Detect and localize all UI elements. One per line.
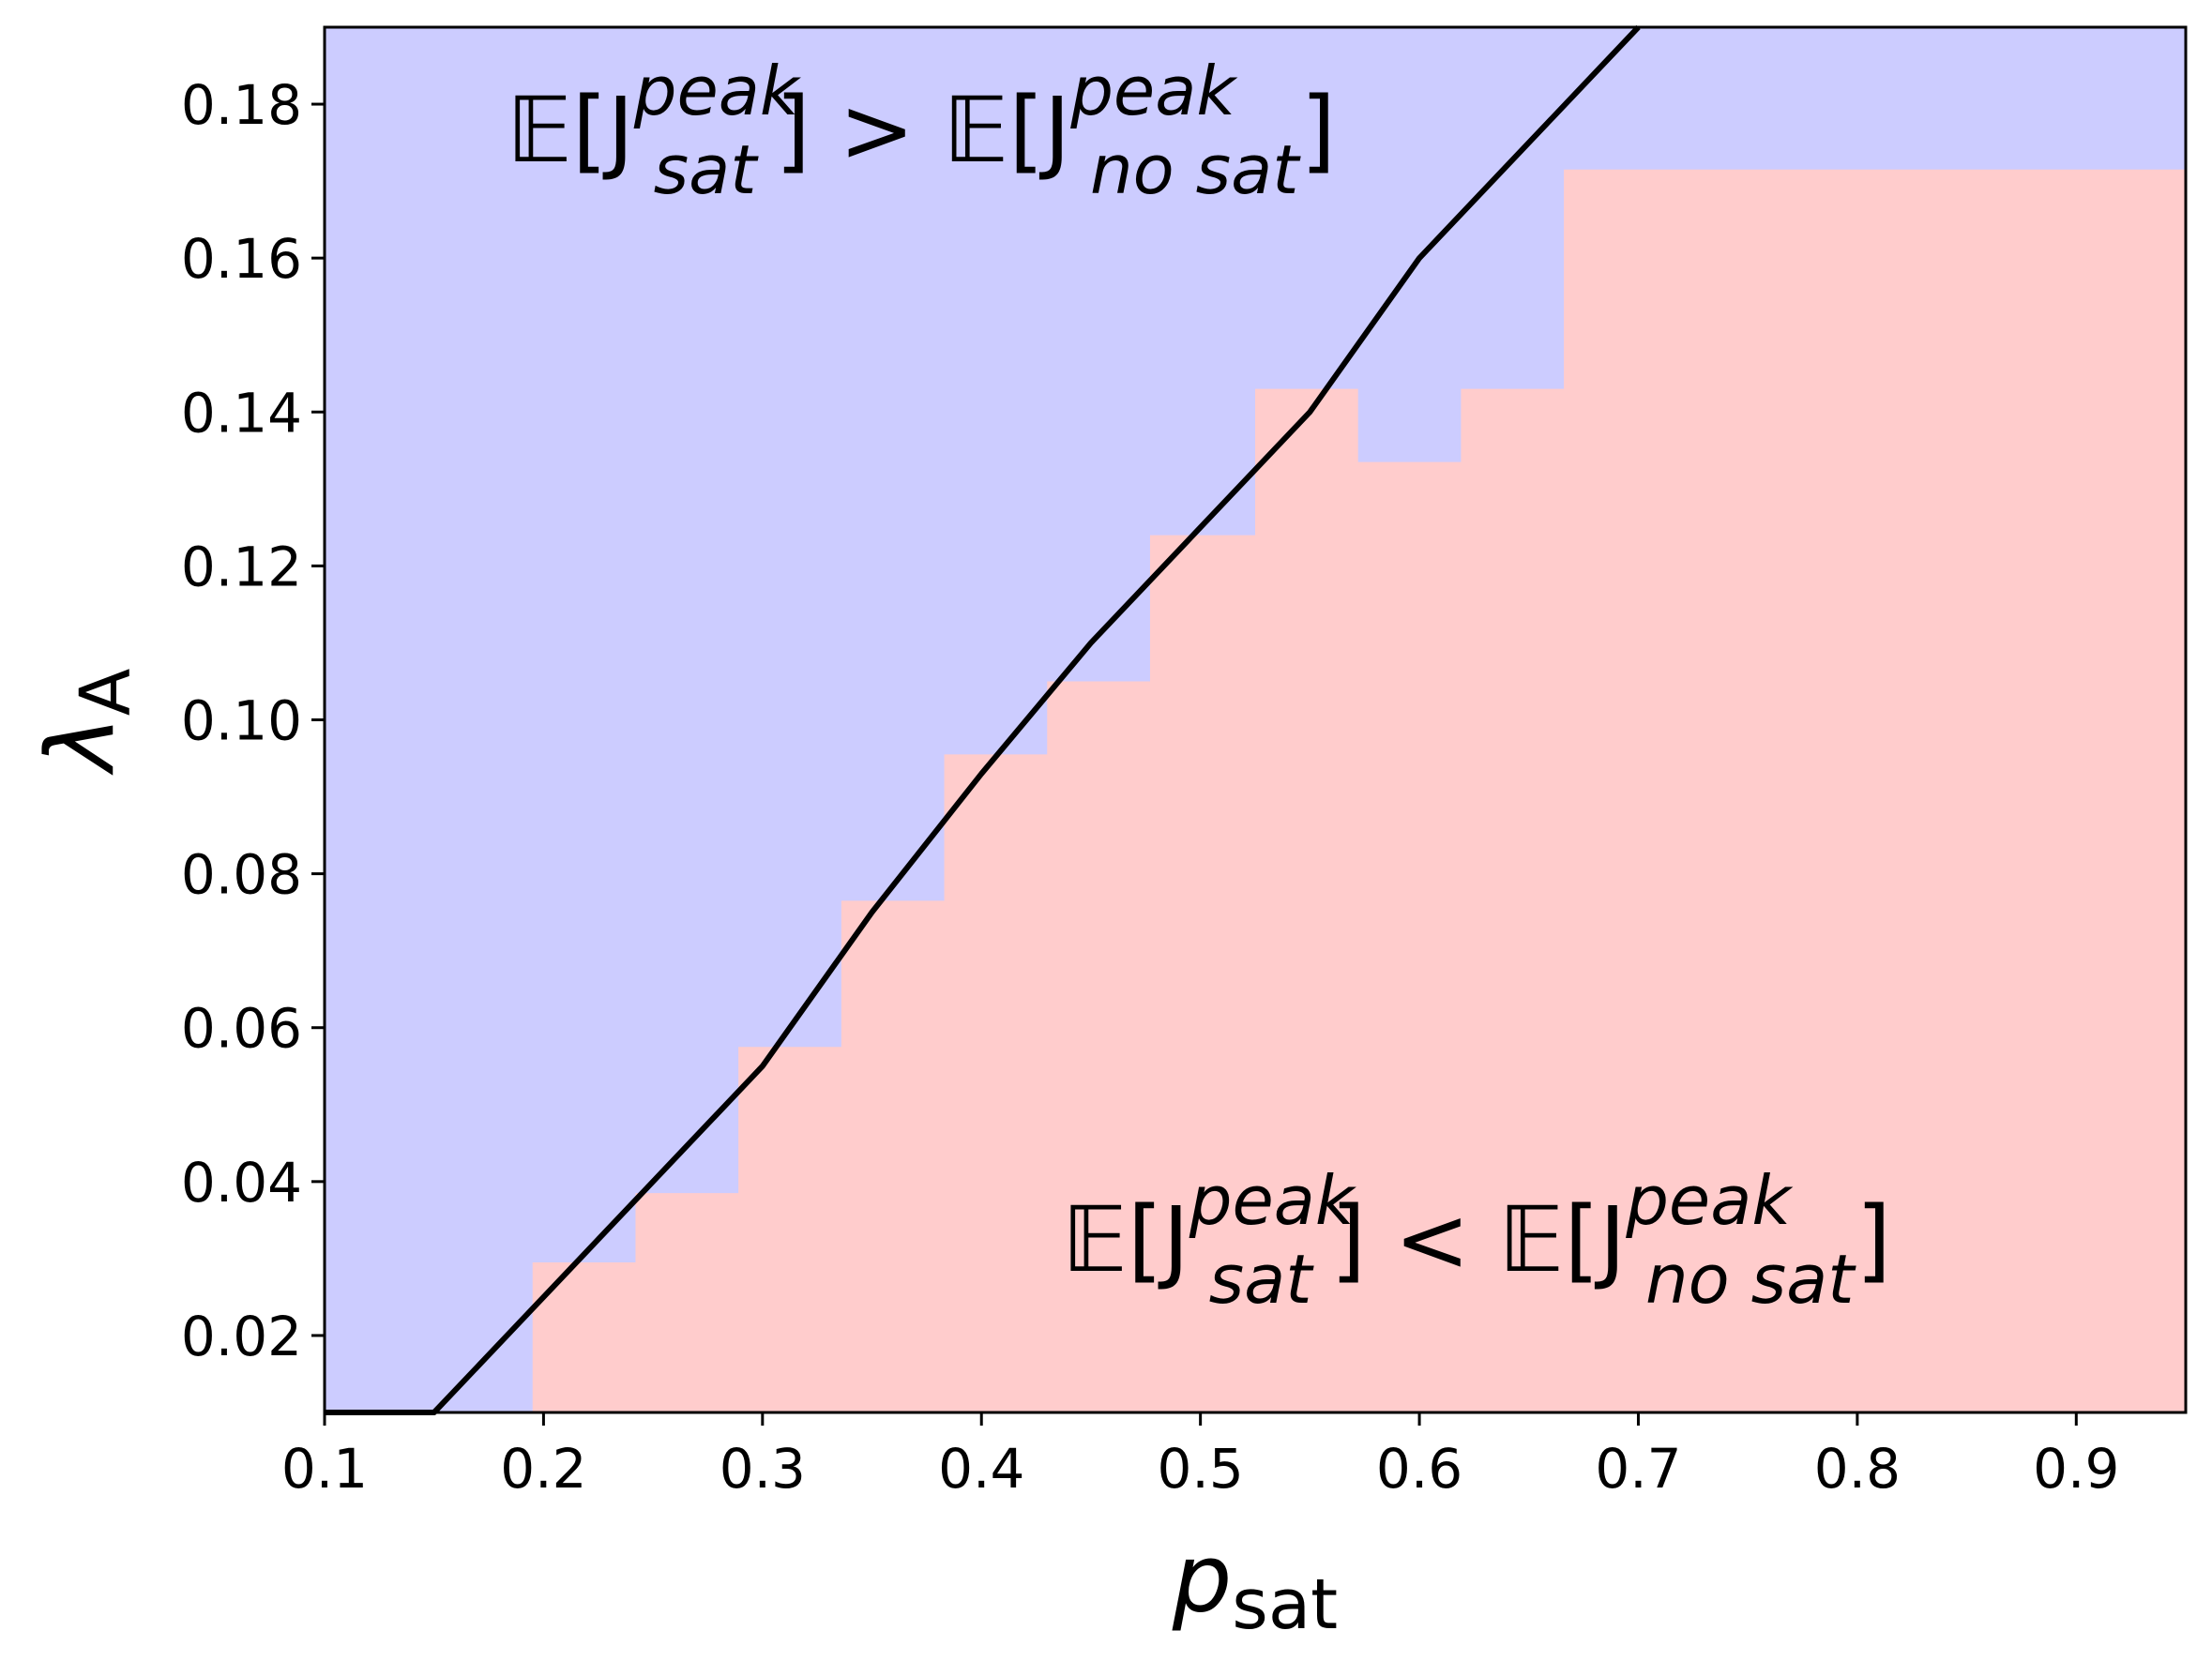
x-tick-label: 0.3 [720, 1437, 806, 1501]
anno-top-op: ] > 𝔼[J [776, 78, 1071, 183]
anno-bottom-sub: sat [1209, 1240, 1315, 1319]
boundary-line [325, 24, 1641, 1415]
x-tick-label: 0.4 [938, 1437, 1024, 1501]
y-tick-label: 0.18 [181, 73, 302, 137]
y-tick-label: 0.06 [181, 997, 302, 1061]
x-tick-label: 0.8 [1814, 1437, 1901, 1501]
annotation-sat-less: 𝔼[Jpeak sat] < 𝔼[Jpeak no sat] [1062, 1161, 1891, 1319]
x-tick-label: 0.2 [500, 1437, 586, 1501]
y-tick-label: 0.04 [181, 1151, 302, 1215]
anno-bottom-sup2: peak [1625, 1161, 1794, 1240]
y-tick-label: 0.16 [181, 227, 302, 291]
anno-bottom-lhs: 𝔼[J [1062, 1187, 1189, 1292]
anno-bottom-close: ] [1856, 1187, 1890, 1292]
anno-top-sup: peak [633, 52, 802, 130]
boundary-line-group [325, 24, 1641, 1415]
y-tick-label: 0.14 [181, 381, 302, 445]
region-sat-less [532, 27, 2186, 1412]
y-tick-label: 0.08 [181, 843, 302, 907]
y-axis-title: λA [25, 668, 146, 776]
x-tick-label: 0.9 [2033, 1437, 2119, 1501]
x-tick-label: 0.5 [1158, 1437, 1244, 1501]
anno-bottom-sup: peak [1189, 1161, 1357, 1240]
anno-top-close: ] [1300, 78, 1335, 183]
x-tick-label: 0.1 [281, 1437, 368, 1501]
y-axis-ticks: 0.02 0.04 0.06 0.08 0.10 0.12 0.14 0.16 0.18 [181, 73, 325, 1368]
y-axis-title-sub: A [66, 668, 146, 716]
y-tick-label: 0.10 [181, 689, 302, 753]
anno-top-sub: sat [654, 130, 760, 209]
heatmap-regions [325, 27, 2186, 1412]
y-axis-title-main: λ [25, 716, 135, 776]
x-tick-label: 0.6 [1376, 1437, 1462, 1501]
x-axis-title-sub: sat [1232, 1564, 1338, 1645]
anno-bottom-op: ] < 𝔼[J [1331, 1187, 1627, 1292]
anno-top-sup2: peak [1069, 52, 1238, 130]
anno-bottom-sub2: no sat [1645, 1240, 1856, 1319]
x-axis-title-main: p [1172, 1524, 1232, 1634]
x-tick-label: 0.7 [1595, 1437, 1681, 1501]
anno-top-lhs: 𝔼[J [507, 78, 634, 183]
x-axis-title: psat [1172, 1524, 1338, 1645]
anno-top-sub2: no sat [1090, 130, 1301, 209]
annotation-sat-greater: 𝔼[Jpeak sat] > 𝔼[Jpeak no sat] [507, 52, 1336, 209]
x-axis-ticks: 0.1 0.2 0.3 0.4 0.5 0.6 0.7 0.8 0.9 [281, 1412, 2119, 1501]
y-tick-label: 0.12 [181, 535, 302, 598]
y-tick-label: 0.02 [181, 1305, 302, 1368]
